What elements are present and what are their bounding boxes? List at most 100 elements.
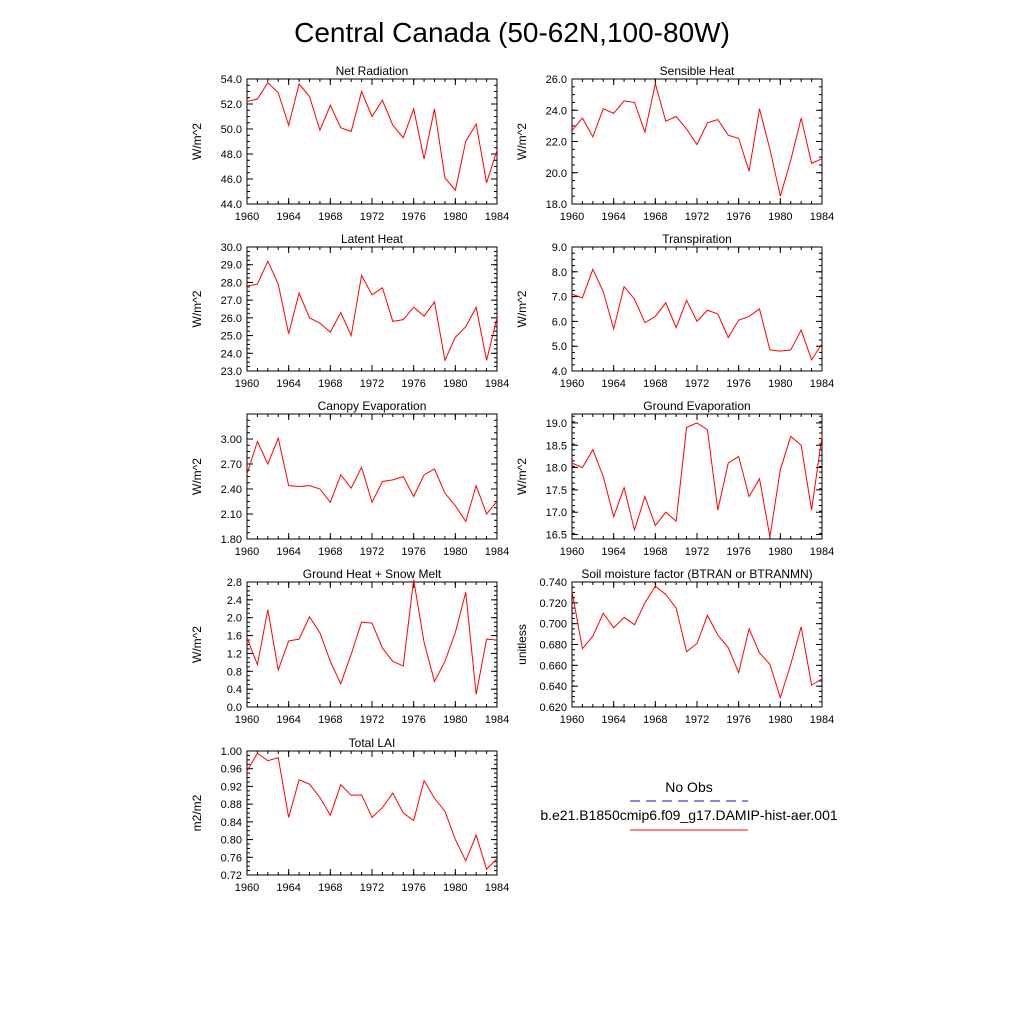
x-tick-label: 1976 — [726, 211, 750, 223]
x-tick-label: 1964 — [276, 211, 300, 223]
series-line — [571, 585, 823, 700]
x-tick-label: 1960 — [235, 378, 259, 390]
x-tick-label: 1980 — [443, 378, 467, 390]
y-tick-label: 22.0 — [546, 137, 567, 149]
y-tick-label: 2.4 — [227, 595, 242, 607]
y-tick-label: 18.5 — [546, 440, 567, 452]
y-axis-label: m2/m2 — [190, 794, 204, 831]
x-tick-label: 1984 — [810, 211, 834, 223]
y-tick-label: 18.0 — [546, 199, 567, 211]
x-tick-label: 1960 — [235, 211, 259, 223]
y-tick-label: 0.680 — [539, 640, 567, 652]
y-tick-label: 0.88 — [221, 799, 242, 811]
x-tick-label: 1972 — [360, 882, 384, 894]
panel-title: Transpiration — [662, 232, 732, 246]
y-tick-label: 44.0 — [221, 199, 242, 211]
y-tick-label: 30.0 — [221, 242, 242, 254]
y-tick-label: 0.700 — [539, 619, 567, 631]
x-tick-label: 1964 — [276, 546, 300, 558]
panel-1: Sensible Heat W/m^2 1960 1964 1968 1972 1976 19… — [515, 64, 834, 223]
series-line — [571, 83, 823, 197]
x-tick-label: 1960 — [560, 714, 584, 726]
y-tick-label: 17.5 — [546, 485, 567, 497]
plot-frame — [571, 246, 823, 372]
x-tick-label: 1972 — [360, 546, 384, 558]
y-tick-label: 48.0 — [221, 149, 242, 161]
y-axis-label: W/m^2 — [190, 458, 204, 495]
x-tick-label: 1968 — [318, 882, 342, 894]
y-tick-label: 2.0 — [227, 613, 242, 625]
legend-model-label: b.e21.B1850cmip6.f09_g17.DAMIP-hist-aer.… — [540, 807, 838, 823]
series-line — [571, 422, 823, 537]
y-tick-label: 0.620 — [539, 702, 567, 714]
x-tick-label: 1980 — [768, 378, 792, 390]
x-tick-label: 1984 — [485, 211, 509, 223]
y-axis-label: W/m^2 — [515, 123, 529, 160]
plot-frame — [571, 581, 823, 708]
x-tick-label: 1976 — [401, 882, 425, 894]
y-axis-label: W/m^2 — [190, 290, 204, 327]
x-tick-label: 1964 — [601, 546, 625, 558]
x-tick-label: 1964 — [276, 882, 300, 894]
y-tick-label: 0.80 — [221, 835, 242, 847]
y-tick-label: 0.720 — [539, 598, 567, 610]
y-tick-label: 50.0 — [221, 124, 242, 136]
plot-frame — [246, 78, 498, 205]
plot-frame — [246, 413, 498, 540]
x-tick-label: 1976 — [401, 378, 425, 390]
plot-frame — [246, 246, 498, 372]
x-tick-label: 1984 — [810, 546, 834, 558]
x-tick-label: 1980 — [443, 546, 467, 558]
x-tick-label: 1964 — [601, 378, 625, 390]
x-tick-label: 1984 — [810, 378, 834, 390]
x-tick-label: 1964 — [601, 211, 625, 223]
panel-title: Canopy Evaporation — [318, 399, 427, 413]
x-tick-label: 1968 — [318, 211, 342, 223]
x-tick-label: 1964 — [276, 714, 300, 726]
x-tick-label: 1976 — [726, 378, 750, 390]
y-tick-label: 9.0 — [552, 242, 567, 254]
x-tick-label: 1976 — [726, 546, 750, 558]
x-tick-label: 1960 — [560, 546, 584, 558]
y-tick-label: 23.0 — [221, 366, 242, 378]
y-tick-label: 29.0 — [221, 260, 242, 272]
y-axis-label: W/m^2 — [190, 123, 204, 160]
y-axis-label: W/m^2 — [515, 290, 529, 327]
x-tick-label: 1960 — [235, 546, 259, 558]
y-tick-label: 6.0 — [552, 316, 567, 328]
x-tick-label: 1972 — [360, 714, 384, 726]
panel-0: Net Radiation W/m^2 1960 1964 1968 1972 1976 19… — [190, 64, 509, 223]
panels: Net Radiation W/m^2 1960 1964 1968 1972 1976 19… — [190, 64, 834, 894]
y-tick-label: 0.660 — [539, 660, 567, 672]
y-tick-label: 0.76 — [221, 852, 242, 864]
y-tick-label: 0.84 — [221, 817, 242, 829]
x-tick-label: 1980 — [443, 211, 467, 223]
y-tick-label: 0.640 — [539, 681, 567, 693]
y-tick-label: 26.0 — [221, 313, 242, 325]
y-tick-label: 2.70 — [221, 459, 242, 471]
x-tick-label: 1960 — [560, 378, 584, 390]
panel-title: Sensible Heat — [660, 64, 735, 78]
y-tick-label: 24.0 — [221, 348, 242, 360]
legend-obs-label: No Obs — [665, 779, 712, 795]
y-tick-label: 0.740 — [539, 577, 567, 589]
y-tick-label: 17.0 — [546, 507, 567, 519]
panel-title: Ground Evaporation — [643, 399, 750, 413]
x-tick-label: 1972 — [685, 714, 709, 726]
y-tick-label: 1.2 — [227, 648, 242, 660]
x-tick-label: 1972 — [360, 378, 384, 390]
series-line — [246, 81, 498, 192]
y-axis-label: unitless — [515, 624, 529, 665]
x-tick-label: 1976 — [401, 546, 425, 558]
series-line — [246, 259, 498, 363]
panel-7: Soil moisture factor (BTRAN or BTRANMN) u… — [515, 567, 834, 726]
x-tick-label: 1972 — [360, 211, 384, 223]
legend: No Obs b.e21.B1850cmip6.f09_g17.DAMIP-hi… — [540, 779, 838, 831]
y-tick-label: 0.96 — [221, 764, 242, 776]
x-tick-label: 1980 — [768, 211, 792, 223]
y-tick-label: 19.0 — [546, 418, 567, 430]
panel-title: Soil moisture factor (BTRAN or BTRANMN) — [581, 567, 812, 581]
y-tick-label: 2.40 — [221, 484, 242, 496]
x-tick-label: 1984 — [485, 378, 509, 390]
